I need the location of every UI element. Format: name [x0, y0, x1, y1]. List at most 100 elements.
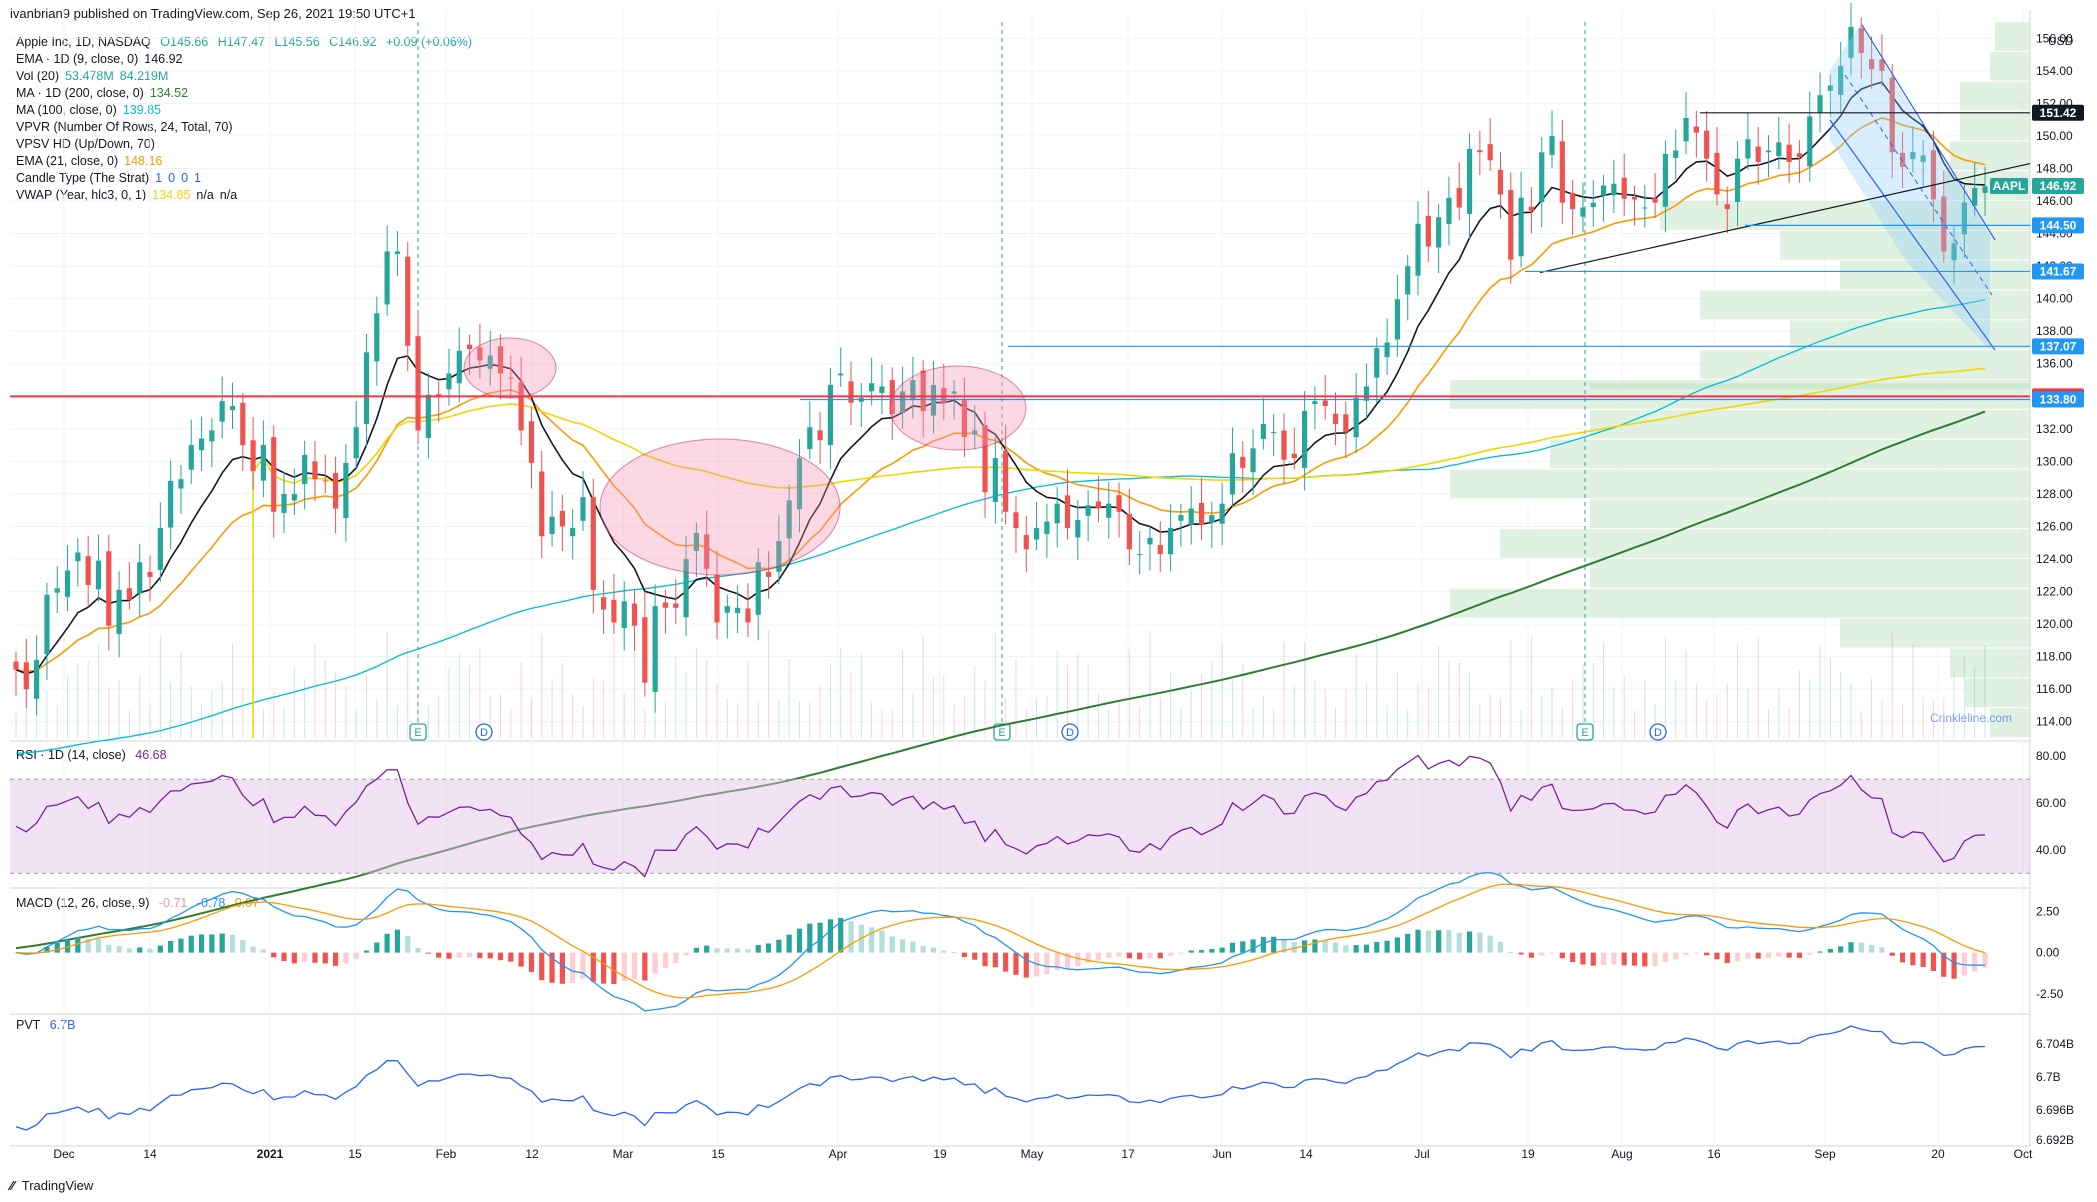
legend-indicator-row: EMA · 1D (9, close, 0) 146.92: [16, 51, 478, 68]
candle-body: [374, 313, 380, 362]
macd-histogram-bar: [735, 948, 741, 953]
candle-body: [724, 606, 730, 613]
candle-body: [147, 572, 153, 577]
candle: [466, 334, 473, 376]
price-axis-tick: 116.00: [2036, 682, 2072, 696]
candle-body: [1466, 148, 1473, 214]
macd-histogram-bar: [64, 939, 71, 953]
macd-histogram-bar: [1157, 952, 1163, 959]
macd-histogram-bar: [1405, 933, 1411, 953]
level-price-badge: [2032, 217, 2084, 234]
macd-axis-tick: 2.50: [2036, 904, 2060, 918]
time-axis-tick: 2021: [257, 1147, 284, 1161]
macd-histogram-bar: [1786, 952, 1792, 958]
candle-body: [209, 430, 215, 442]
candle: [817, 412, 823, 464]
candle: [415, 310, 421, 445]
macd-histogram-bar: [1776, 952, 1782, 957]
macd-histogram-bar: [1827, 948, 1833, 953]
candle: [580, 471, 586, 531]
time-axis-tick: Jul: [1414, 1147, 1429, 1161]
candle-body: [384, 251, 390, 305]
legend-indicator-value: 134.85: [152, 188, 191, 202]
candle: [528, 407, 535, 489]
candle: [1982, 166, 1988, 216]
macd-histogram-bar: [1889, 952, 1895, 956]
event-letter: D: [1654, 727, 1662, 739]
macd-label: MACD (12, 26, close, 9): [16, 896, 150, 910]
macd-histogram-bar: [1332, 942, 1339, 953]
candle: [1477, 130, 1483, 176]
candle-body: [302, 454, 308, 485]
footer-brand: TradingView: [21, 1178, 94, 1193]
macd-histogram-bar: [1446, 930, 1452, 953]
candle: [436, 381, 442, 423]
time-axis-tick: 15: [711, 1147, 725, 1161]
volume-profile-bar: [1960, 111, 2030, 141]
macd-histogram-bar: [786, 934, 792, 953]
candle: [1765, 135, 1772, 178]
macd-histogram-bar: [1611, 952, 1617, 965]
macd-histogram-bar: [363, 950, 370, 953]
macd-histogram-bar: [765, 943, 772, 953]
candle-body: [601, 597, 607, 610]
candle-body: [580, 497, 586, 521]
candle: [1817, 72, 1823, 133]
candle-body: [1198, 502, 1205, 525]
time-axis-tick: Jun: [1212, 1147, 1231, 1161]
candle-body: [899, 391, 906, 414]
legend-indicator-value: 139.85: [122, 103, 161, 117]
macd-histogram-bar: [951, 952, 957, 954]
candle: [168, 460, 174, 550]
volume-profile-bar: [1965, 678, 2030, 708]
candle: [786, 484, 792, 564]
candle: [559, 494, 565, 552]
macd-histogram-bar: [662, 952, 669, 969]
candle: [44, 582, 50, 681]
candle: [1209, 501, 1215, 549]
candle: [827, 367, 834, 470]
candle-body: [1260, 423, 1266, 439]
candle-body: [291, 493, 297, 501]
candle-body: [1044, 521, 1050, 535]
candle: [1343, 401, 1349, 458]
time-axis-tick: 16: [1707, 1147, 1721, 1161]
candle: [34, 635, 40, 716]
candle-body: [229, 406, 236, 411]
legend-indicator-row: VPSV HD (Up/Down, 70): [16, 136, 478, 153]
macd-histogram-bar: [601, 952, 607, 984]
pvt-pane-label: PVT 6.7B: [16, 1018, 82, 1032]
candle-body: [848, 381, 854, 403]
time-axis-tick: 12: [525, 1147, 539, 1161]
rsi-label: RSI · 1D (14, close): [16, 748, 126, 762]
macd-histogram-bar: [838, 917, 844, 953]
volume-profile-bar: [1990, 708, 2030, 737]
candle-body: [219, 401, 225, 422]
macd-histogram-bar: [714, 948, 720, 953]
macd-histogram-bar: [302, 952, 308, 962]
candle: [1734, 141, 1741, 227]
macd-histogram-bar: [1271, 936, 1277, 953]
channel-lower: [1829, 119, 1996, 351]
macd-histogram-bar: [157, 945, 163, 953]
candle: [920, 360, 926, 437]
candle-body: [1920, 155, 1926, 162]
volume-profile-bar: [1550, 439, 2030, 469]
macd-histogram-bar: [240, 940, 246, 953]
macd-histogram-bar: [776, 939, 782, 953]
candle: [343, 444, 349, 542]
macd-histogram-bar: [1188, 950, 1194, 953]
candle: [807, 401, 813, 460]
legend-indicator-value: 1: [194, 171, 201, 185]
candle-body: [611, 599, 617, 623]
candle-body: [1570, 192, 1576, 210]
price-axis-tick: 128.00: [2036, 487, 2073, 501]
candle: [1704, 111, 1710, 182]
candle: [765, 551, 772, 599]
macd-histogram-bar: [1147, 952, 1153, 959]
candle: [1291, 427, 1297, 470]
macd-histogram-bar: [621, 952, 627, 981]
macd-histogram-bar: [817, 922, 823, 953]
candle-body: [1786, 144, 1792, 162]
